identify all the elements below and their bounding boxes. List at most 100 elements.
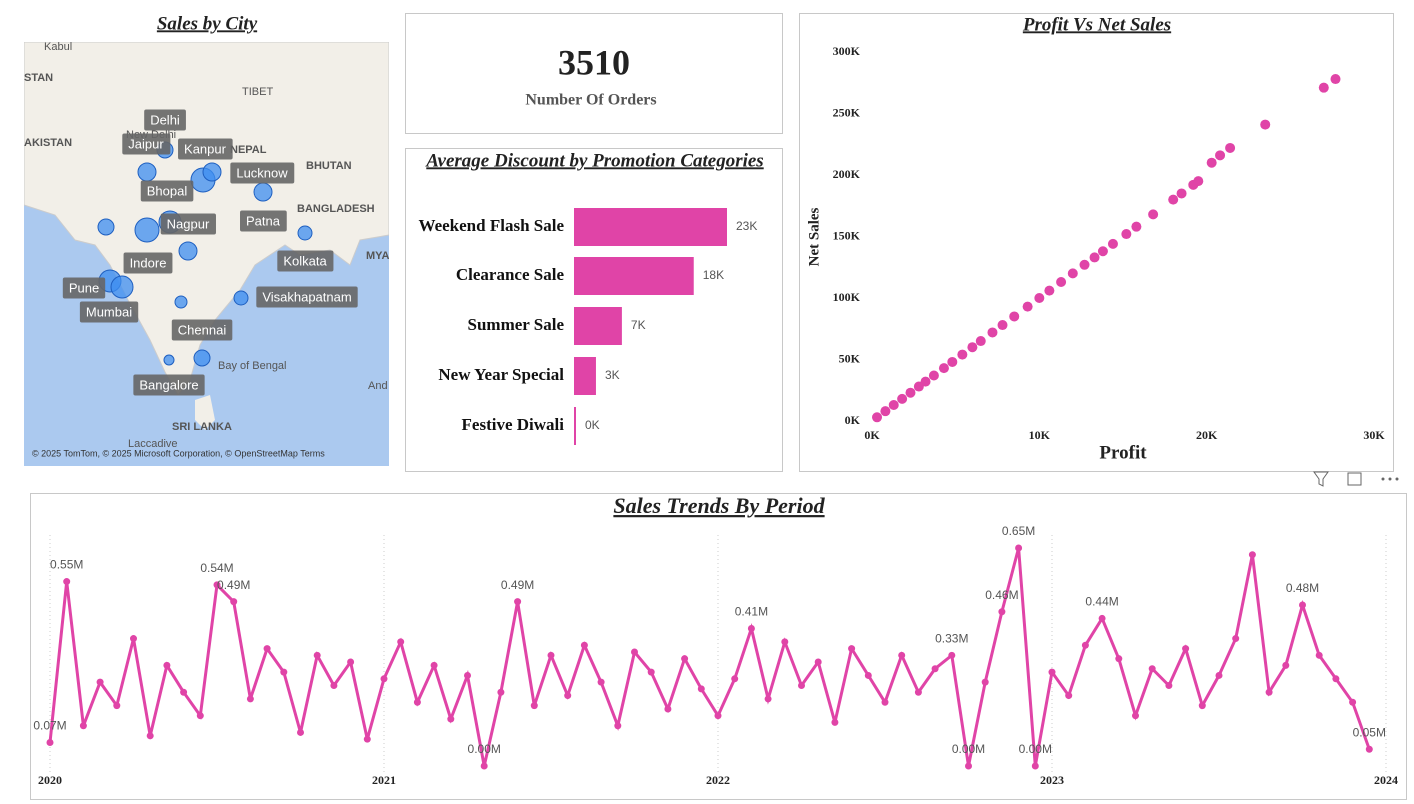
city-label: Chennai	[178, 322, 227, 337]
value-label: 0.05M	[1353, 725, 1386, 739]
focus-icon[interactable]	[1347, 472, 1362, 486]
value-label: 23K	[736, 219, 757, 233]
x-axis-title: Profit	[1099, 442, 1147, 463]
point	[447, 715, 455, 723]
point	[63, 578, 71, 586]
value-label: 0.54M	[200, 561, 233, 575]
point	[1182, 645, 1190, 653]
point	[514, 598, 522, 606]
value-label: 0.49M	[501, 578, 534, 592]
point	[1215, 150, 1226, 161]
city-label-box	[240, 210, 287, 232]
kpi-card	[405, 13, 783, 134]
category-label: Festive Diwali	[462, 415, 565, 434]
point	[46, 739, 54, 747]
point	[931, 665, 939, 673]
point	[997, 320, 1008, 331]
point	[413, 698, 421, 706]
city-label: Indore	[130, 255, 167, 270]
point	[230, 598, 238, 606]
point	[897, 393, 908, 404]
y-tick-label: 50K	[839, 351, 861, 365]
value-label: 0.55M	[50, 558, 83, 572]
city-label: Kolkata	[283, 253, 327, 268]
city-label: Bhopal	[147, 183, 188, 198]
point	[246, 695, 254, 703]
point	[947, 356, 958, 367]
point	[1168, 194, 1179, 205]
point	[263, 645, 271, 653]
point	[1015, 544, 1023, 552]
point	[1349, 698, 1357, 706]
point	[1330, 74, 1341, 85]
filter-icon[interactable]	[1313, 471, 1329, 487]
more-icon[interactable]	[1381, 477, 1385, 481]
point	[1315, 651, 1323, 659]
value-label: 0.65M	[1002, 524, 1035, 538]
x-tick-label: 2020	[38, 773, 62, 787]
city-label-box	[62, 277, 106, 299]
point	[213, 581, 221, 589]
place: Kabul	[44, 41, 72, 53]
point	[998, 608, 1006, 616]
city-label: Mumbai	[86, 304, 132, 319]
city-label: Nagpur	[167, 216, 210, 231]
bar	[574, 208, 727, 246]
city-label-box	[133, 374, 205, 396]
map-attribution: © 2025 TomTom, © 2025 Microsoft Corporat…	[32, 448, 325, 458]
point	[1282, 661, 1290, 669]
point	[397, 638, 405, 646]
point	[681, 655, 689, 663]
place: AKISTAN	[24, 137, 72, 149]
place: STAN	[24, 72, 53, 84]
point	[196, 712, 204, 720]
point	[363, 735, 371, 743]
point	[764, 695, 772, 703]
point	[1034, 293, 1045, 303]
city-label-box	[178, 138, 233, 160]
point	[880, 406, 891, 417]
point	[914, 688, 922, 696]
city-label: Delhi	[150, 112, 180, 127]
line-panel	[30, 493, 1407, 800]
city-label-box	[144, 109, 186, 131]
point	[297, 728, 304, 736]
city-label-box	[256, 286, 358, 308]
map-title: Sales by City	[157, 13, 258, 34]
place: TIBET	[242, 86, 273, 98]
point	[888, 400, 899, 411]
bar	[574, 307, 622, 345]
city-label-box	[230, 162, 295, 184]
point	[1097, 246, 1108, 257]
y-axis-title: Net Sales	[806, 207, 822, 266]
point	[938, 363, 949, 374]
chart-title: Sales Trends By Period	[613, 493, 825, 518]
point	[664, 705, 672, 713]
point	[480, 762, 488, 770]
city-label: Visakhapatnam	[262, 289, 351, 304]
value-label: 0.07M	[33, 719, 66, 733]
visual-toolbar[interactable]	[1313, 471, 1399, 487]
city-label-box	[123, 252, 173, 274]
point	[380, 675, 388, 683]
point	[1165, 682, 1173, 690]
city-label-box	[277, 250, 334, 272]
x-tick-label: 2021	[372, 773, 396, 787]
point	[330, 682, 338, 690]
point	[79, 722, 87, 730]
city-label: Pune	[69, 280, 99, 295]
point	[1065, 692, 1073, 700]
place: MYA	[366, 250, 389, 262]
city-label: Kanpur	[184, 141, 227, 156]
point	[597, 678, 605, 686]
place: And	[368, 380, 388, 392]
x-tick-label: 2023	[1040, 773, 1064, 787]
point	[872, 412, 883, 423]
place: Bay of Bengal	[218, 360, 287, 372]
value-label: 0.00M	[952, 742, 985, 756]
map[interactable]: Kabul STAN AKISTAN New Delhi NEPAL TIBET…	[24, 41, 389, 466]
bar	[574, 407, 576, 445]
point	[1260, 119, 1271, 130]
point	[497, 688, 505, 696]
